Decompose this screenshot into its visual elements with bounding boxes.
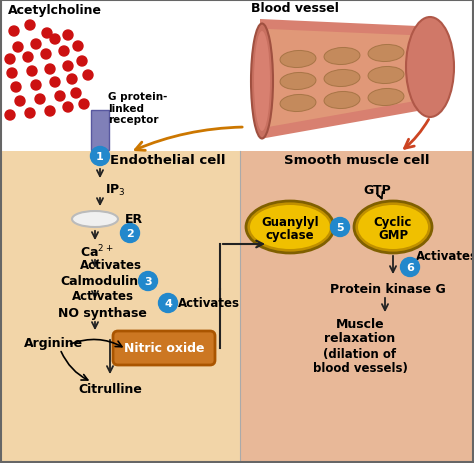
Circle shape (158, 294, 177, 313)
Text: Activates: Activates (72, 290, 134, 303)
Ellipse shape (324, 92, 360, 109)
Text: Endothelial cell: Endothelial cell (110, 154, 226, 167)
Text: Cyclic: Cyclic (374, 216, 412, 229)
Circle shape (138, 272, 157, 291)
Text: 6: 6 (406, 263, 414, 272)
Circle shape (41, 50, 51, 60)
Text: NO synthase: NO synthase (58, 307, 147, 320)
Circle shape (59, 47, 69, 57)
Text: Activates: Activates (80, 259, 142, 272)
Text: ER: ER (125, 213, 143, 226)
Ellipse shape (406, 18, 454, 118)
Ellipse shape (246, 201, 334, 253)
Circle shape (5, 55, 15, 65)
Circle shape (25, 21, 35, 31)
Circle shape (79, 100, 89, 110)
Ellipse shape (358, 206, 428, 250)
Ellipse shape (280, 51, 316, 69)
Circle shape (25, 109, 35, 119)
Text: GTP: GTP (363, 184, 391, 197)
Circle shape (71, 89, 81, 99)
Ellipse shape (72, 212, 118, 227)
Circle shape (63, 31, 73, 41)
Circle shape (13, 43, 23, 53)
Circle shape (23, 53, 33, 63)
Circle shape (83, 71, 93, 81)
Circle shape (7, 69, 17, 79)
Circle shape (42, 29, 52, 39)
Ellipse shape (280, 73, 316, 90)
Text: Muscle: Muscle (336, 317, 384, 330)
FancyBboxPatch shape (113, 332, 215, 365)
Ellipse shape (368, 89, 404, 106)
Circle shape (55, 92, 65, 102)
Circle shape (401, 258, 419, 277)
Circle shape (45, 65, 55, 75)
Ellipse shape (280, 95, 316, 113)
Text: blood vessels): blood vessels) (312, 361, 408, 374)
Ellipse shape (250, 206, 330, 250)
Bar (240, 152, 474, 463)
Text: Acetylcholine: Acetylcholine (8, 4, 102, 17)
Ellipse shape (354, 201, 432, 253)
Circle shape (63, 62, 73, 72)
Ellipse shape (368, 45, 404, 63)
Ellipse shape (254, 32, 270, 131)
Text: 4: 4 (164, 298, 172, 308)
Text: Ca$^{2+}$: Ca$^{2+}$ (80, 243, 113, 260)
Text: Nitric oxide: Nitric oxide (124, 342, 204, 355)
Text: IP$_3$: IP$_3$ (105, 182, 126, 197)
Text: G protein-
linked
receptor: G protein- linked receptor (108, 92, 167, 125)
Circle shape (5, 111, 15, 121)
Text: 5: 5 (336, 223, 344, 232)
Bar (0, 152, 240, 463)
Text: cyclase: cyclase (266, 229, 314, 242)
Text: (dilation of: (dilation of (323, 347, 397, 360)
Ellipse shape (324, 48, 360, 65)
Text: Arginine: Arginine (24, 337, 83, 350)
Ellipse shape (324, 70, 360, 88)
Circle shape (31, 81, 41, 91)
Circle shape (91, 147, 109, 166)
PathPatch shape (260, 20, 440, 140)
Circle shape (9, 27, 19, 37)
Text: Protein kinase G: Protein kinase G (330, 283, 446, 296)
Circle shape (27, 67, 37, 77)
Circle shape (330, 218, 349, 237)
Text: 1: 1 (96, 152, 104, 162)
Ellipse shape (251, 25, 273, 139)
Text: Blood vessel: Blood vessel (251, 2, 339, 15)
FancyBboxPatch shape (91, 111, 109, 150)
Circle shape (45, 107, 55, 117)
Text: Citrulline: Citrulline (78, 383, 142, 396)
Text: Activates: Activates (416, 249, 474, 262)
Circle shape (63, 103, 73, 113)
Text: Guanylyl: Guanylyl (261, 216, 319, 229)
Text: Calmodulin: Calmodulin (60, 275, 138, 288)
Text: Smooth muscle cell: Smooth muscle cell (284, 154, 430, 167)
Circle shape (73, 42, 83, 52)
Circle shape (120, 224, 139, 243)
Circle shape (77, 57, 87, 67)
Circle shape (11, 83, 21, 93)
Text: GMP: GMP (378, 229, 408, 242)
Circle shape (15, 97, 25, 107)
Circle shape (67, 75, 77, 85)
Circle shape (31, 40, 41, 50)
Text: Activates: Activates (178, 297, 240, 310)
Text: 2: 2 (126, 229, 134, 238)
Circle shape (50, 78, 60, 88)
Circle shape (35, 95, 45, 105)
Ellipse shape (368, 67, 404, 84)
Text: relaxation: relaxation (324, 332, 396, 344)
Bar (0, 0, 474, 152)
PathPatch shape (268, 30, 432, 128)
Text: 3: 3 (144, 276, 152, 287)
Circle shape (50, 35, 60, 45)
